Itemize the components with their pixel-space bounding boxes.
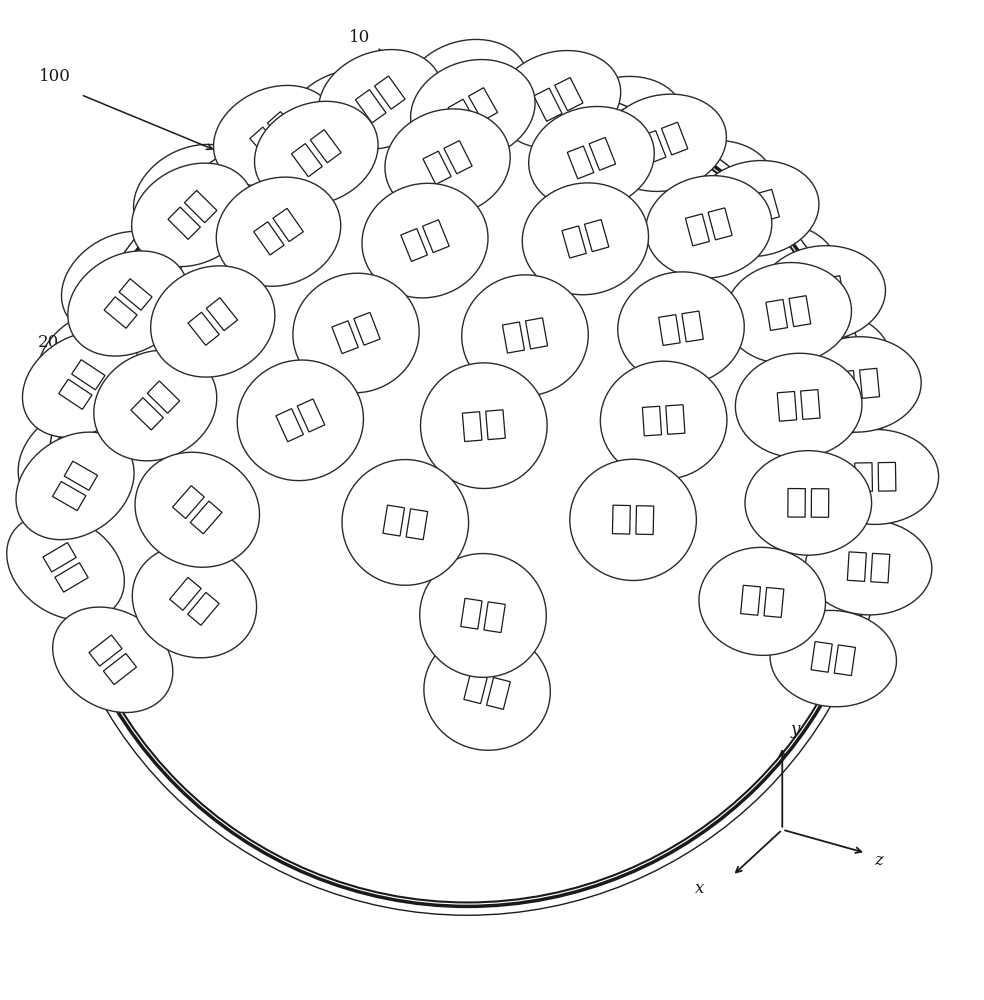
Text: z: z xyxy=(874,852,883,869)
Ellipse shape xyxy=(528,106,654,210)
Ellipse shape xyxy=(61,231,181,335)
Ellipse shape xyxy=(760,246,886,341)
Circle shape xyxy=(57,85,878,905)
Ellipse shape xyxy=(142,379,266,493)
Ellipse shape xyxy=(600,361,727,479)
Ellipse shape xyxy=(7,514,124,620)
Ellipse shape xyxy=(110,477,234,590)
Ellipse shape xyxy=(16,432,134,540)
Ellipse shape xyxy=(68,251,188,356)
Ellipse shape xyxy=(53,607,173,713)
Ellipse shape xyxy=(132,545,257,658)
Text: x: x xyxy=(695,880,705,897)
Ellipse shape xyxy=(93,350,216,461)
Text: y: y xyxy=(790,721,800,738)
Ellipse shape xyxy=(285,70,408,171)
Ellipse shape xyxy=(805,520,932,615)
Ellipse shape xyxy=(368,119,494,227)
Ellipse shape xyxy=(765,313,892,412)
Ellipse shape xyxy=(735,353,862,458)
Text: 10: 10 xyxy=(349,29,371,46)
Ellipse shape xyxy=(319,50,442,149)
Ellipse shape xyxy=(135,288,259,399)
Ellipse shape xyxy=(134,144,255,247)
Ellipse shape xyxy=(403,39,527,138)
Ellipse shape xyxy=(699,547,826,655)
Ellipse shape xyxy=(18,405,137,512)
Ellipse shape xyxy=(214,85,336,186)
Ellipse shape xyxy=(725,263,851,364)
Ellipse shape xyxy=(712,224,838,324)
Ellipse shape xyxy=(652,288,778,399)
Ellipse shape xyxy=(559,76,685,174)
Ellipse shape xyxy=(388,456,515,582)
Ellipse shape xyxy=(483,273,609,394)
Ellipse shape xyxy=(649,140,774,239)
Ellipse shape xyxy=(578,371,704,491)
Ellipse shape xyxy=(745,451,872,555)
Ellipse shape xyxy=(770,610,896,707)
Ellipse shape xyxy=(296,274,422,393)
Ellipse shape xyxy=(135,452,260,567)
Ellipse shape xyxy=(594,204,721,313)
Ellipse shape xyxy=(420,554,546,677)
Ellipse shape xyxy=(267,197,393,310)
Ellipse shape xyxy=(216,177,340,286)
Ellipse shape xyxy=(570,459,697,580)
Ellipse shape xyxy=(750,398,876,502)
Ellipse shape xyxy=(37,309,156,415)
Ellipse shape xyxy=(812,429,939,524)
Ellipse shape xyxy=(165,551,290,666)
Ellipse shape xyxy=(428,65,553,167)
Ellipse shape xyxy=(133,212,256,319)
Ellipse shape xyxy=(350,363,477,488)
Ellipse shape xyxy=(151,266,275,377)
Ellipse shape xyxy=(601,94,726,191)
Ellipse shape xyxy=(795,337,921,432)
Ellipse shape xyxy=(434,194,560,309)
Ellipse shape xyxy=(221,127,344,232)
Ellipse shape xyxy=(237,360,363,481)
Ellipse shape xyxy=(23,332,141,437)
Ellipse shape xyxy=(646,176,771,278)
Ellipse shape xyxy=(410,60,535,161)
Ellipse shape xyxy=(132,163,253,267)
Ellipse shape xyxy=(609,550,736,666)
Ellipse shape xyxy=(342,460,468,585)
Ellipse shape xyxy=(496,51,621,148)
Ellipse shape xyxy=(424,631,550,750)
Ellipse shape xyxy=(618,272,744,385)
Ellipse shape xyxy=(527,124,653,229)
Ellipse shape xyxy=(420,363,547,488)
Ellipse shape xyxy=(523,183,648,295)
Ellipse shape xyxy=(676,477,803,589)
Text: 20: 20 xyxy=(37,334,59,351)
Ellipse shape xyxy=(255,101,378,205)
Ellipse shape xyxy=(293,273,419,393)
Text: 100: 100 xyxy=(39,68,71,85)
Ellipse shape xyxy=(385,109,510,216)
Ellipse shape xyxy=(693,161,819,257)
Ellipse shape xyxy=(461,275,588,396)
Ellipse shape xyxy=(362,183,488,298)
